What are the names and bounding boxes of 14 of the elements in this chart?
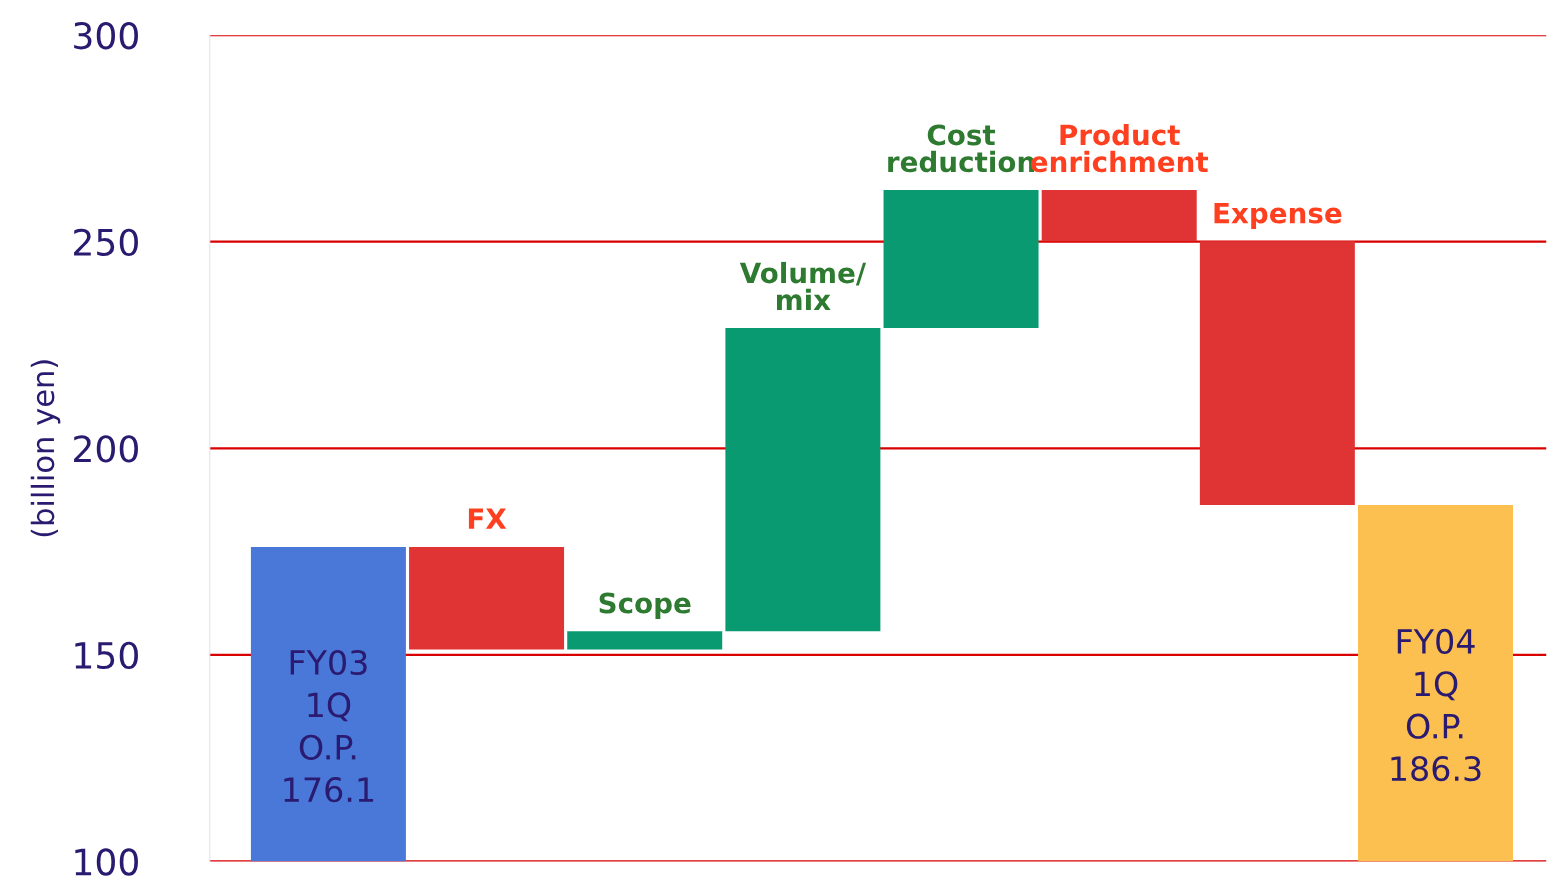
y-axis-title: (billion yen) [30,360,61,537]
data-label: 186.3 [1391,755,1481,782]
x-tick-label: FY03 1Q O.P. [290,649,367,760]
x-tick-label: FX [468,508,507,529]
y-tick-label: 200 [74,435,138,463]
x-tick-label: Volume/ mix [739,261,867,310]
y-tick-label: 100 [75,848,138,876]
y-tick-label: 300 [74,22,138,50]
x-tick-label: Scope [599,592,691,619]
y-tick-label: 250 [74,228,138,256]
y-tick-label: 150 [75,641,138,670]
x-tick-label: FY04 1Q O.P. [1397,628,1475,739]
data-label: 176.1 [284,777,374,803]
x-tick-label: Expense [1214,202,1342,229]
